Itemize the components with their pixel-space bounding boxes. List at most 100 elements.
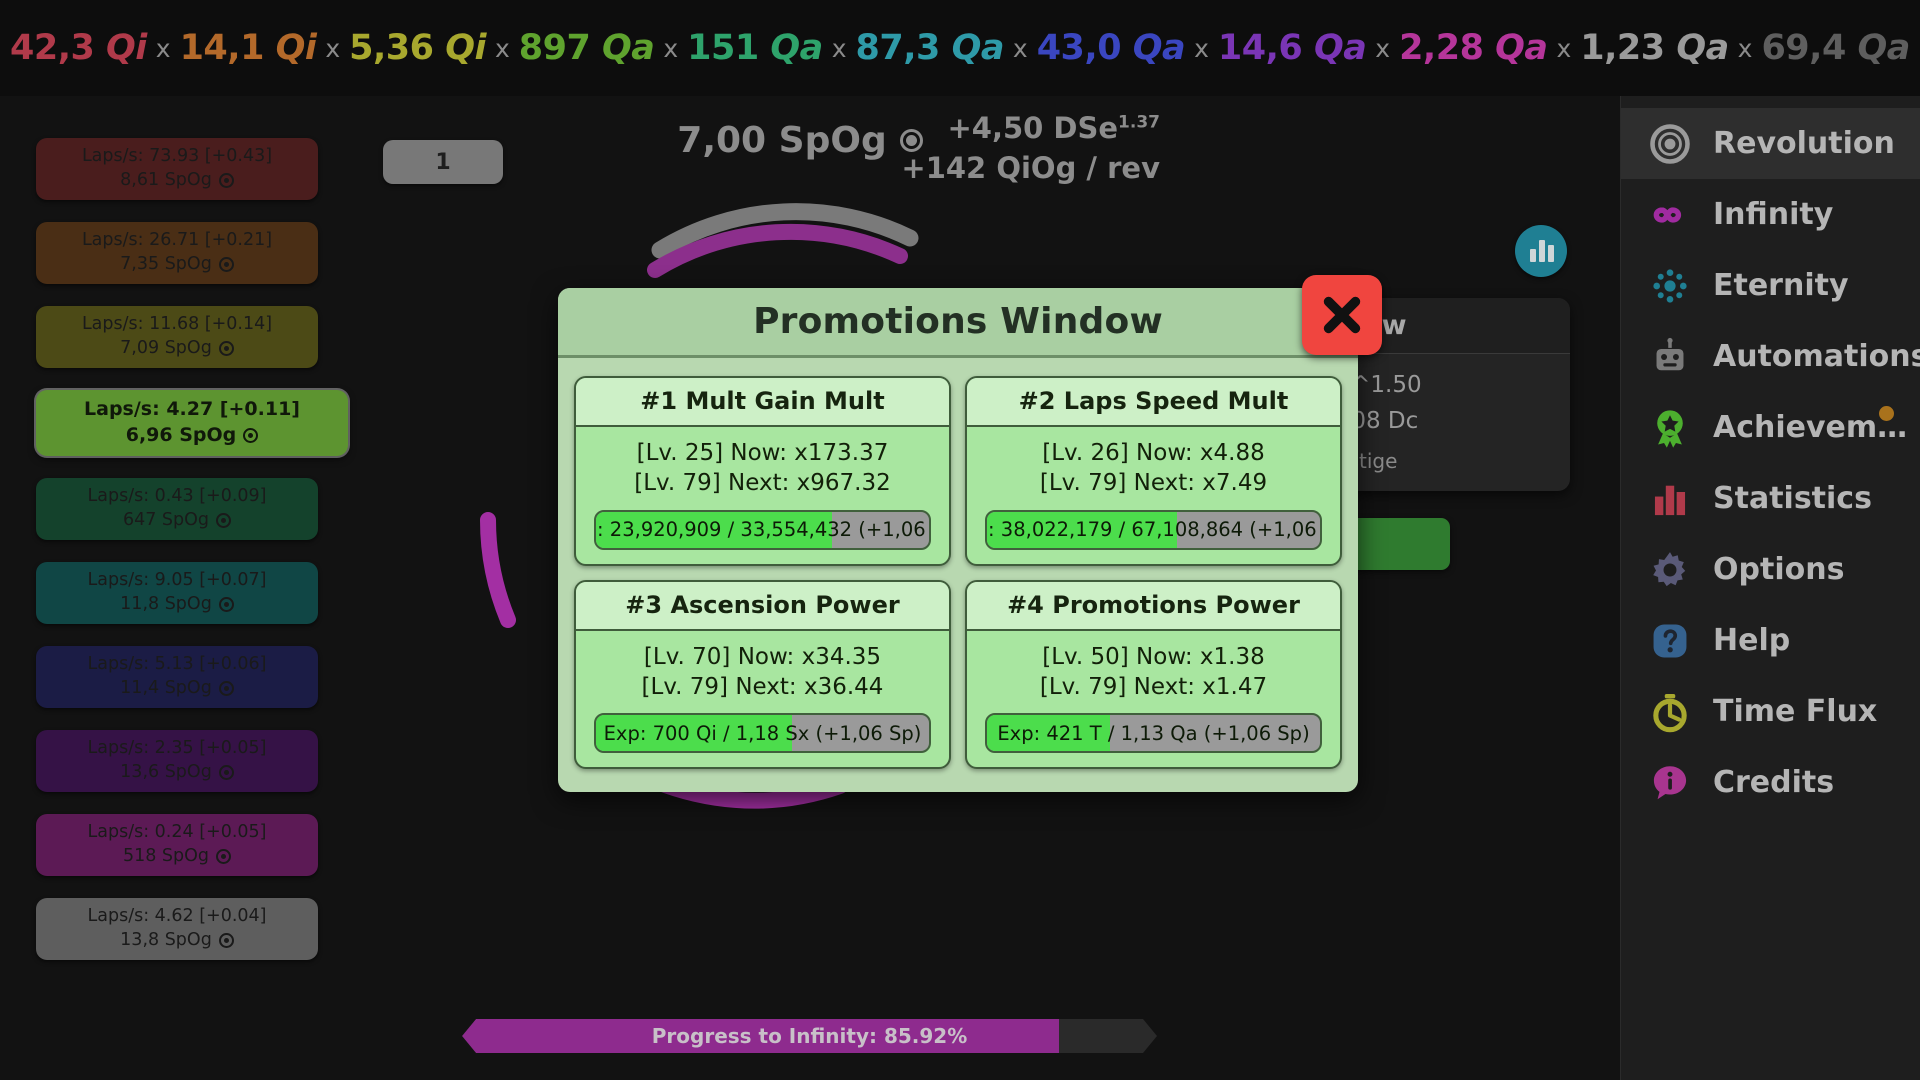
layer-card-amount-row: 7,35 SpOg [120, 253, 234, 277]
sidebar-item-timeflux[interactable]: Time Flux [1621, 676, 1920, 747]
layer-card-rate: Laps/s: 0.43 [+0.09] [87, 486, 267, 507]
help-icon [1649, 620, 1691, 662]
layer-card[interactable]: Laps/s: 9.05 [+0.07] 11,8 SpOg [36, 562, 318, 624]
revolution-icon [1649, 123, 1691, 165]
promotion-card-next: [Lv. 79] Next: x7.49 [1039, 470, 1268, 497]
sidebar-item-infinity[interactable]: Infinity [1621, 179, 1920, 250]
multiplier-separator: x [1556, 33, 1572, 63]
layer-card[interactable]: Laps/s: 0.43 [+0.09] 647 SpOg [36, 478, 318, 540]
spog-currency-icon [216, 513, 232, 529]
stopwatch-icon [1649, 691, 1691, 733]
layer-card-amount: 11,4 SpOg [120, 678, 212, 698]
layer-card[interactable]: Laps/s: 26.71 [+0.21] 7,35 SpOg [36, 222, 318, 284]
layer-card-rate: Laps/s: 4.27 [+0.11] [84, 398, 300, 421]
layer-card-amount-row: 13,8 SpOg [120, 929, 234, 953]
multiplier-value: 42,3 [10, 28, 95, 68]
layer-card-amount-row: 11,8 SpOg [120, 593, 234, 617]
layer-card-rate: Laps/s: 26.71 [+0.21] [81, 230, 273, 251]
promotion-exp-fill [596, 511, 833, 548]
multiplier-entry: 14,6 Qa [1218, 28, 1367, 68]
laps-count-chip[interactable]: 1 [383, 140, 503, 184]
layer-card-amount: 13,8 SpOg [120, 930, 212, 950]
multiplier-value: 151 [687, 28, 759, 68]
infinity-progress-fill [462, 1019, 1059, 1053]
sidebar-item-label: Credits [1713, 765, 1835, 800]
multiplier-separator: x [494, 33, 510, 63]
spog-currency-icon [216, 849, 232, 865]
layer-card-amount: 13,6 SpOg [120, 762, 212, 782]
revolution-icon-glyph [1650, 123, 1690, 164]
layer-card[interactable]: Laps/s: 11.68 [+0.14] 7,09 SpOg [36, 306, 318, 368]
bar-1 [1530, 249, 1536, 262]
multiplier-unit: Qa [770, 28, 823, 68]
promotion-card-body: [Lv. 25] Now: x173.37 [Lv. 79] Next: x96… [576, 427, 949, 564]
dse-rate-exponent: 1.37 [1118, 112, 1160, 133]
sidebar-item-help[interactable]: Help [1621, 605, 1920, 676]
layer-card-amount: 6,96 SpOg [125, 424, 237, 446]
close-icon[interactable] [1302, 275, 1382, 355]
promotion-card[interactable]: #3 Ascension Power [Lv. 70] Now: x34.35 … [574, 579, 951, 770]
layer-card-amount-row: 11,4 SpOg [120, 677, 234, 701]
sidebar-item-label: Eternity [1713, 268, 1849, 303]
sidebar-item-revolution[interactable]: Revolution [1621, 108, 1920, 179]
sidebar-item-label: Options [1713, 552, 1845, 587]
promotion-card-next: [Lv. 79] Next: x36.44 [641, 674, 884, 701]
layer-card-rate: Laps/s: 9.05 [+0.07] [87, 570, 267, 591]
promotion-card[interactable]: #1 Mult Gain Mult [Lv. 25] Now: x173.37 … [574, 376, 951, 566]
sidebar-item-automations[interactable]: Automations [1621, 321, 1920, 392]
multiplier-entry: 151 Qa [687, 28, 823, 68]
promotion-exp-bar[interactable]: Exp: 38,022,179 / 67,108,864 (+1,06 Sp) [985, 509, 1322, 550]
multiplier-unit: Qi [275, 28, 317, 68]
help-icon-glyph [1653, 624, 1687, 657]
promotion-exp-bar[interactable]: Exp: 23,920,909 / 33,554,432 (+1,06 Sp) [594, 509, 931, 550]
sidebar-item-achievem[interactable]: Achievem… [1621, 392, 1920, 463]
promotion-card[interactable]: #4 Promotions Power [Lv. 50] Now: x1.38 … [965, 579, 1342, 770]
bar-chart-icon [1649, 478, 1691, 520]
layer-card-amount: 518 SpOg [122, 846, 210, 866]
layer-card[interactable]: Laps/s: 4.27 [+0.11] 6,96 SpOg [36, 390, 348, 456]
gear-icon [1649, 549, 1691, 591]
layer-card-rate: Laps/s: 4.62 [+0.04] [87, 906, 267, 927]
promotion-card[interactable]: #2 Laps Speed Mult [Lv. 26] Now: x4.88 [… [965, 376, 1342, 566]
promotions-window-dialog: Promotions Window #1 Mult Gain Mult [Lv.… [558, 275, 1382, 792]
spog-currency-icon [218, 257, 234, 273]
multiplier-value: 87,3 [855, 28, 941, 68]
layer-card[interactable]: Laps/s: 73.93 [+0.43] 8,61 SpOg [36, 138, 318, 200]
infinity-progress-label: Progress to Infinity: 85.92% [651, 1024, 968, 1048]
promotion-card-now: [Lv. 25] Now: x173.37 [636, 440, 889, 466]
multiplier-separator: x [1375, 33, 1391, 63]
sidebar-item-label: Time Flux [1713, 694, 1878, 729]
layer-card[interactable]: Laps/s: 5.13 [+0.06] 11,4 SpOg [36, 646, 318, 708]
layer-card-amount: 647 SpOg [122, 510, 210, 530]
layer-card[interactable]: Laps/s: 0.24 [+0.05] 518 SpOg [36, 814, 318, 876]
multiplier-separator: x [1012, 33, 1028, 63]
multiplier-separator: x [325, 33, 341, 63]
sidebar-item-label: Help [1713, 623, 1791, 658]
info-icon [1649, 762, 1691, 804]
main-navigation-sidebar: Revolution Infinity Eternity Automations [1620, 96, 1920, 1080]
sidebar-item-eternity[interactable]: Eternity [1621, 250, 1920, 321]
layer-card[interactable]: Laps/s: 4.62 [+0.04] 13,8 SpOg [36, 898, 318, 960]
sidebar-item-statistics[interactable]: Statistics [1621, 463, 1920, 534]
multiplier-unit: Qa [951, 28, 1005, 68]
promotion-card-title: #4 Promotions Power [967, 581, 1340, 631]
multiplier-entry: 14,1 Qi [180, 28, 317, 68]
spog-currency-icon [218, 173, 234, 189]
layer-card-amount: 8,61 SpOg [120, 170, 212, 190]
layer-card[interactable]: Laps/s: 2.35 [+0.05] 13,6 SpOg [36, 730, 318, 792]
promotion-exp-bar[interactable]: Exp: 700 Qi / 1,18 Sx (+1,06 Sp) [594, 713, 931, 754]
eternity-icon-glyph [1653, 268, 1687, 303]
multiplier-separator: x [1737, 33, 1753, 63]
sidebar-item-options[interactable]: Options [1621, 534, 1920, 605]
layer-card-amount: 7,35 SpOg [120, 254, 212, 274]
sidebar-item-label: Achievem… [1713, 410, 1908, 445]
promotion-exp-bar[interactable]: Exp: 421 T / 1,13 Qa (+1,06 Sp) [985, 713, 1322, 754]
multiplier-value: 14,1 [179, 28, 265, 68]
infinity-progress-bar[interactable]: Progress to Infinity: 85.92% [462, 1019, 1157, 1053]
close-x-glyph [1323, 296, 1361, 334]
promotion-card-now: [Lv. 26] Now: x4.88 [1042, 440, 1265, 466]
statistics-chart-button[interactable] [1515, 225, 1567, 277]
sidebar-item-label: Automations [1713, 339, 1920, 374]
promotion-card-body: [Lv. 70] Now: x34.35 [Lv. 79] Next: x36.… [576, 631, 949, 768]
sidebar-item-credits[interactable]: Credits [1621, 747, 1920, 818]
